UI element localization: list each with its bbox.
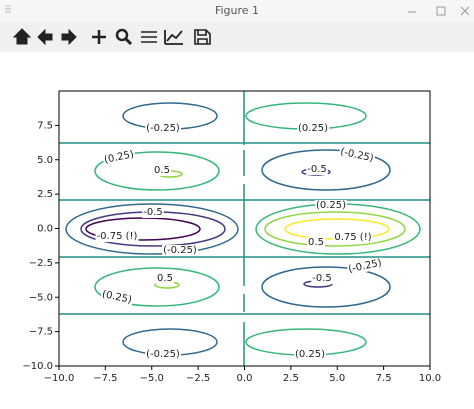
contour-label: (-0.25) xyxy=(163,245,197,256)
label-background xyxy=(293,349,327,360)
contour-line xyxy=(261,149,391,191)
title-bar xyxy=(0,0,474,22)
contour-label: (-0.25) xyxy=(339,147,374,165)
toolbar-icons[interactable] xyxy=(12,28,211,46)
contour-label: -0.5 xyxy=(307,164,327,175)
y-tick-label: −5.0 xyxy=(29,292,53,303)
x-tick-label: −7.5 xyxy=(93,373,117,384)
home-button[interactable] xyxy=(12,28,32,45)
x-tick-label: 0.0 xyxy=(237,373,253,384)
contour-label: -0.5 xyxy=(312,273,332,284)
label-background xyxy=(100,288,134,307)
contour-label: 0.75 (!) xyxy=(334,232,371,243)
contour-line xyxy=(94,151,220,191)
contour-line xyxy=(94,267,220,307)
x-tick-label: 5.0 xyxy=(329,373,345,384)
window-controls[interactable] xyxy=(408,6,470,16)
label-background xyxy=(145,349,181,360)
y-tick-label: 7.5 xyxy=(37,120,53,131)
pan-button[interactable] xyxy=(92,30,106,44)
contour-line xyxy=(264,211,406,247)
label-background xyxy=(145,123,181,134)
x-tick-label: −5.0 xyxy=(140,373,164,384)
back-button[interactable] xyxy=(37,28,53,46)
menu-icon[interactable] xyxy=(5,5,11,13)
contour-label: (-0.25) xyxy=(146,349,180,360)
configure-button[interactable] xyxy=(141,31,157,43)
contour-label: (0.25) xyxy=(298,123,328,134)
label-background xyxy=(153,165,171,176)
contour-label: (0.25) xyxy=(103,149,135,166)
contour-label: -0.75 (!) xyxy=(97,231,138,242)
label-background xyxy=(102,148,137,167)
label-background xyxy=(311,273,333,284)
label-background xyxy=(306,164,328,175)
contour-label: (0.25) xyxy=(316,200,346,211)
label-background xyxy=(346,257,384,276)
y-tick-label: −7.5 xyxy=(29,327,53,338)
contour-label: 0.5 xyxy=(308,237,324,248)
x-tick-label: −2.5 xyxy=(186,373,210,384)
label-background xyxy=(162,245,198,256)
contour-label: (-0.25) xyxy=(347,258,382,276)
contour-label: 0.5 xyxy=(157,273,173,284)
label-background xyxy=(333,232,373,243)
label-background xyxy=(338,146,376,165)
x-tick-label: 10.0 xyxy=(419,373,441,384)
label-background xyxy=(142,207,164,218)
contour-label: (0.25) xyxy=(295,349,325,360)
label-background xyxy=(314,200,348,211)
y-tick-label: 0.0 xyxy=(37,224,53,235)
x-tick-label: −10.0 xyxy=(44,373,75,384)
contour-line xyxy=(261,266,391,308)
contour-label: 0.5 xyxy=(154,165,170,176)
edit-button[interactable] xyxy=(164,30,183,45)
contour-label: (0.25) xyxy=(101,289,133,306)
window-title: Figure 1 xyxy=(215,4,259,17)
y-tick-label: −10.0 xyxy=(22,361,53,372)
label-background xyxy=(156,273,174,284)
forward-button[interactable] xyxy=(61,28,77,46)
y-tick-label: −2.5 xyxy=(29,258,53,269)
contour-label: (-0.25) xyxy=(146,123,180,134)
toolbar xyxy=(0,22,474,52)
zoom-button[interactable] xyxy=(115,28,133,46)
label-background xyxy=(307,237,325,248)
plot: (-0.25) (0.25) (0.25) 0.5 (-0.25) -0.5 -0.5 -0.… xyxy=(22,90,441,384)
label-background xyxy=(95,231,139,242)
save-button[interactable] xyxy=(194,29,211,45)
contour-label: -0.5 xyxy=(143,207,163,218)
x-tick-label: 2.5 xyxy=(283,373,299,384)
contour-line xyxy=(65,203,239,255)
y-tick-label: 5.0 xyxy=(37,155,53,166)
x-tick-label: 7.5 xyxy=(376,373,392,384)
y-tick-label: 2.5 xyxy=(37,189,53,200)
label-background xyxy=(296,123,330,134)
